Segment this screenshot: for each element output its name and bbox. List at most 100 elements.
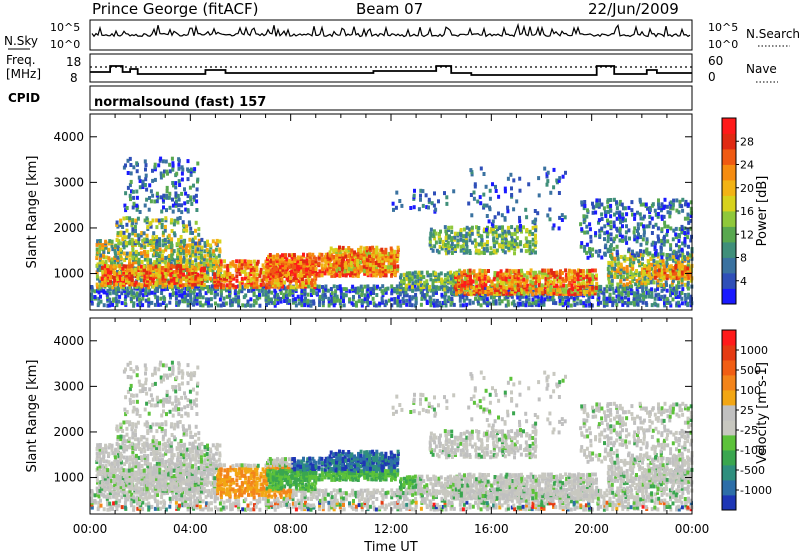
power-cell [211,239,215,244]
power-cell [514,273,518,278]
power-cell [663,294,667,299]
velocity-cell [108,507,112,512]
power-cell [182,274,185,279]
power-cell [300,297,304,302]
power-cell [642,202,646,207]
power-cell [120,291,124,296]
power-cell [235,259,239,264]
power-cell [606,221,610,225]
power-cell [504,240,508,245]
power-cell [557,226,561,231]
power-cell [125,270,128,275]
power-cell [189,197,193,202]
power-cell [600,255,604,260]
power-cell [145,197,149,202]
power-cell [432,229,436,234]
power-cell [478,268,482,273]
power-cell [185,228,189,233]
power-cell [565,284,569,288]
power-cell [306,298,310,303]
power-cell [502,287,506,292]
power-cell [472,275,476,280]
power-cell [422,285,426,290]
power-cell [176,216,180,221]
power-cell [133,282,137,287]
power-cell [201,286,205,291]
power-cell [246,263,250,268]
power-cell [620,291,624,296]
power-cell [393,289,397,294]
power-cell [472,286,476,290]
power-cell [130,223,134,228]
power-cell [155,225,159,230]
power-cell [244,293,248,298]
power-cell [171,181,175,185]
power-cell [368,250,372,255]
power-cell [151,284,155,289]
power-cell [362,258,366,263]
power-cell [434,301,438,306]
power-cell [193,235,197,240]
power-cell [668,214,672,219]
power-cell [408,287,412,292]
power-cell [267,289,271,294]
power-cell [607,276,611,281]
power-cell [455,289,459,294]
power-cell [662,242,666,247]
power-cell [384,290,388,295]
power-cell [504,233,508,238]
power-cell [363,293,367,298]
power-cell [463,290,467,295]
power-cell [125,243,129,248]
power-cell [479,166,483,171]
power-cell [525,296,529,301]
power-cell [163,278,167,283]
power-cell [651,240,655,245]
power-cell [175,242,179,247]
power-cell [567,271,571,275]
power-cell [656,214,660,219]
power-cell [184,245,188,250]
power-cell [155,257,159,262]
power-cell [626,282,629,287]
power-cell [675,243,678,248]
power-cell [256,272,259,277]
power-cell [317,261,321,266]
power-cell [636,290,640,295]
power-cell [528,229,532,234]
power-cell [501,225,504,230]
power-cell [614,270,618,275]
power-cell [190,264,194,269]
power-cell [477,242,481,247]
power-cell [357,299,361,304]
power-cell [231,262,235,267]
power-cell [582,206,586,211]
power-cell [527,297,531,302]
power-cell [501,244,505,249]
power-cell [122,241,126,246]
power-cell [582,275,586,280]
power-cell [132,291,136,296]
power-cell [444,291,448,296]
power-cell [213,293,217,298]
power-cell [123,258,127,263]
power-cell [482,205,486,210]
power-cell [677,233,681,237]
power-cell [645,239,649,244]
power-cell [215,278,219,283]
power-cell [405,293,409,298]
power-cell [400,203,404,208]
power-cell [170,247,174,252]
power-cell [306,292,310,297]
power-cell [299,260,303,265]
power-cell [506,176,510,181]
power-cell [669,226,673,231]
freq-unit-label: [MHz] [6,67,41,81]
power-cell [565,277,569,282]
power-cell [570,275,574,280]
power-cell [520,271,524,276]
power-cell [332,269,336,274]
power-cell [291,271,294,276]
power-cell [116,231,120,236]
velocity-cell [102,493,106,498]
